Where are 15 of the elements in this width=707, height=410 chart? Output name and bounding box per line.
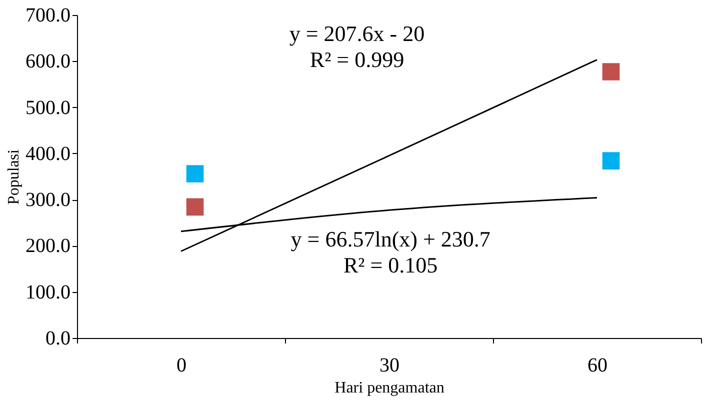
y-tick-label: 500.0 — [26, 96, 70, 119]
y-tick-label: 200.0 — [26, 235, 70, 258]
y-tick-label: 400.0 — [26, 142, 70, 165]
x-tick-label: 30 — [380, 354, 400, 376]
y-axis-title: Populasi — [6, 148, 22, 205]
annotation: y = 207.6x - 20 R² = 0.999 — [289, 21, 425, 72]
x-tick-label: 60 — [588, 354, 608, 376]
y-tick-label: 700.0 — [26, 4, 70, 26]
y-tick-label: 600.0 — [26, 50, 70, 73]
x-axis-title: Hari pengamatan — [334, 380, 444, 396]
y-tick-label: 0.0 — [46, 328, 70, 350]
y-tick-label: 100.0 — [26, 281, 70, 304]
annotation: y = 66.57ln(x) + 230.7 R² = 0.105 — [290, 226, 490, 278]
y-tick-label: 300.0 — [26, 189, 70, 212]
x-tick-label: 0 — [176, 354, 186, 376]
